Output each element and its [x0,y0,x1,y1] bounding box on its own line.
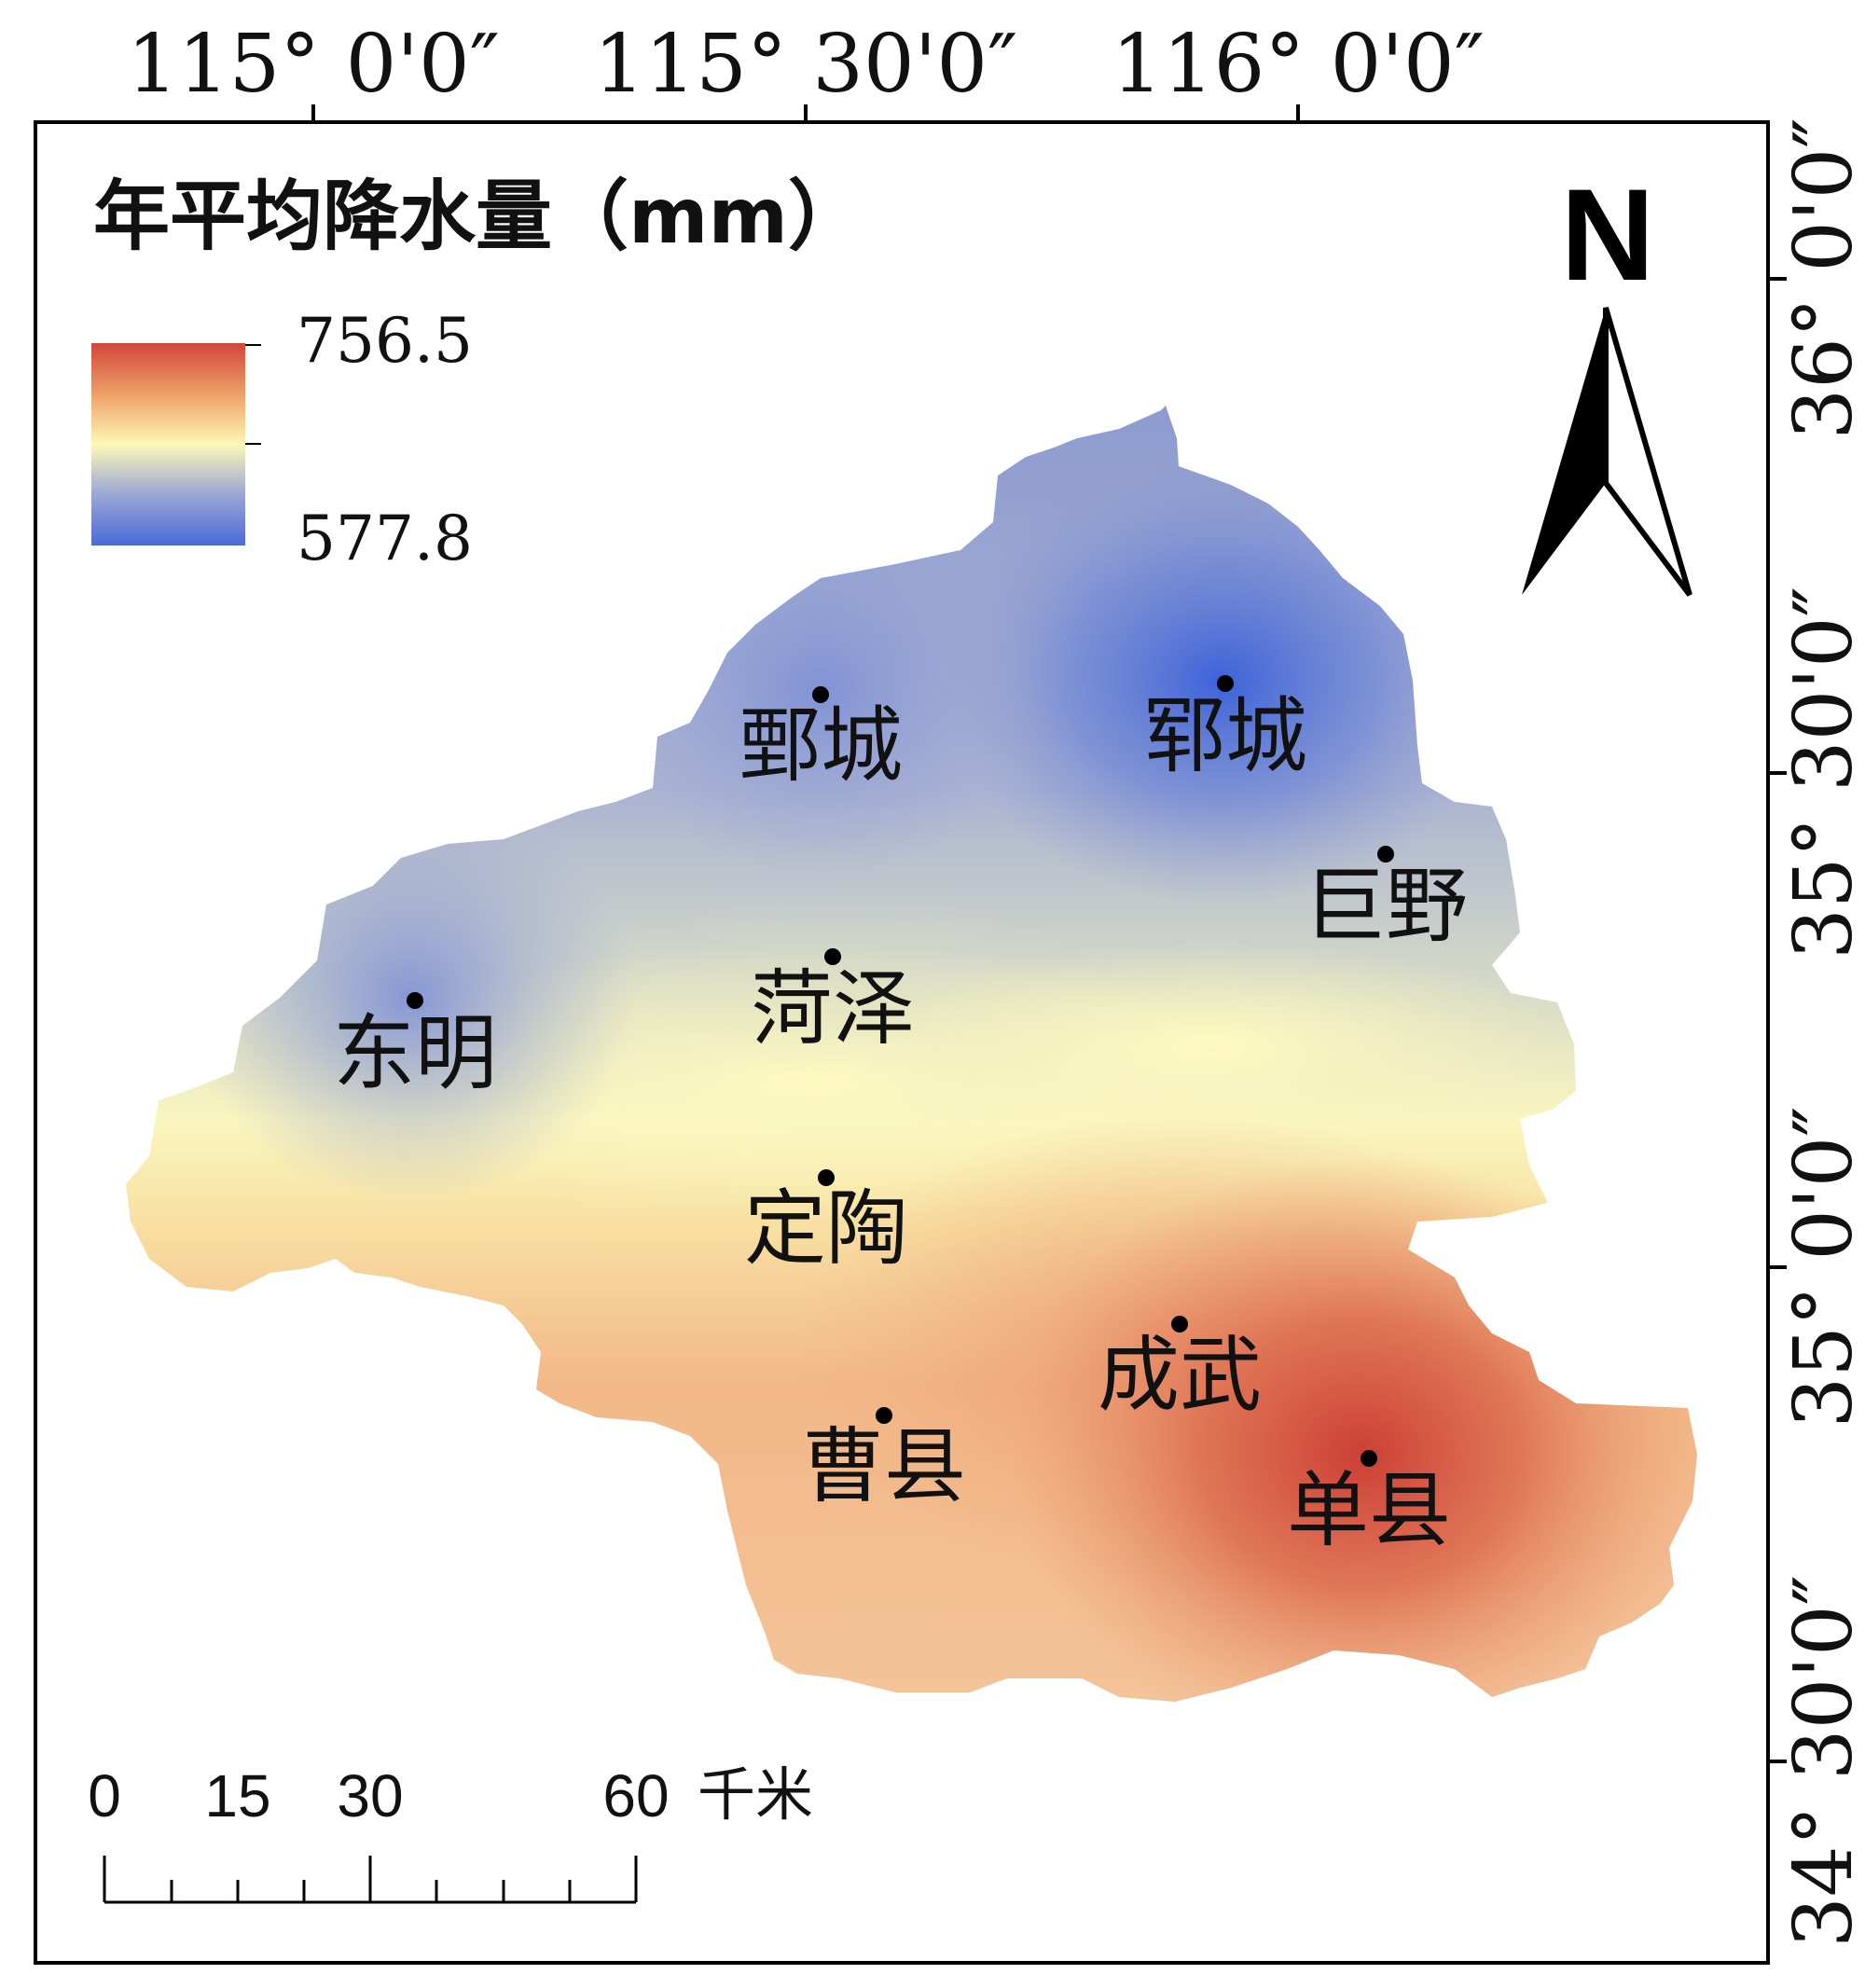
graticule-label-right: 36° 0'0″ [1777,118,1865,440]
scale-tick-label: 30 [337,1762,403,1829]
legend-max-label: 756.5 [297,305,473,377]
graticule-label-right: 35° 30'0″ [1777,587,1865,959]
city-point-marker [1171,1316,1188,1332]
city-point-marker [1217,675,1234,692]
city-point-marker [1361,1450,1377,1467]
scale-tick-label: 0 [88,1762,121,1829]
north-arrow: N [1522,161,1692,597]
scale-bar: 0 15 30 60 千米 [88,1760,813,1904]
city-dingtao: 定陶 [744,1169,908,1277]
city-point-marker [818,1169,835,1186]
city-point-marker [812,686,829,703]
city-juye: 巨野 [1304,846,1468,954]
city-heze: 菏泽 [751,948,915,1056]
city-caoxian: 曹县 [802,1407,966,1514]
city-label: 单县 [1287,1462,1451,1558]
city-label: 东明 [333,1005,497,1101]
graticule-label-top: 116° 0'0″ [1112,18,1485,111]
north-arrow-left-half [1522,308,1606,595]
scale-tick-label: 60 [602,1762,669,1829]
scale-tick-label: 15 [204,1762,270,1829]
scale-unit-label: 千米 [698,1760,813,1829]
city-label: 成武 [1098,1327,1262,1423]
city-label: 定陶 [744,1180,908,1277]
north-label: N [1560,161,1654,308]
city-label: 菏泽 [751,960,915,1056]
graticule-label-right: 35° 0'0″ [1777,1107,1865,1429]
graticule-label-right: 34° 30'0″ [1777,1575,1865,1948]
legend-min-label: 577.8 [297,503,473,574]
city-point-marker [1377,846,1394,863]
city-label: 郓城 [1143,688,1307,784]
north-arrow-right-half [1603,307,1692,597]
graticule-ticks [311,104,1787,1763]
city-juancheng: 鄄城 [739,686,903,794]
graticule-label-top: 115° 0'0″ [127,18,500,111]
city-yuncheng: 郓城 [1143,675,1307,784]
legend-title: 年平均降水量（mm） [93,173,864,261]
city-dongming: 东明 [333,992,497,1101]
city-label: 巨野 [1304,858,1468,954]
city-point-marker [876,1407,892,1424]
city-point-marker [824,948,841,965]
city-shanxian: 单县 [1287,1450,1451,1558]
graticule-label-top: 115° 30'0″ [594,18,1017,111]
city-chengwu: 成武 [1098,1316,1262,1423]
city-point-marker [407,992,423,1009]
city-label: 曹县 [802,1418,966,1514]
legend-color-ramp [91,343,245,545]
city-label: 鄄城 [739,697,903,794]
